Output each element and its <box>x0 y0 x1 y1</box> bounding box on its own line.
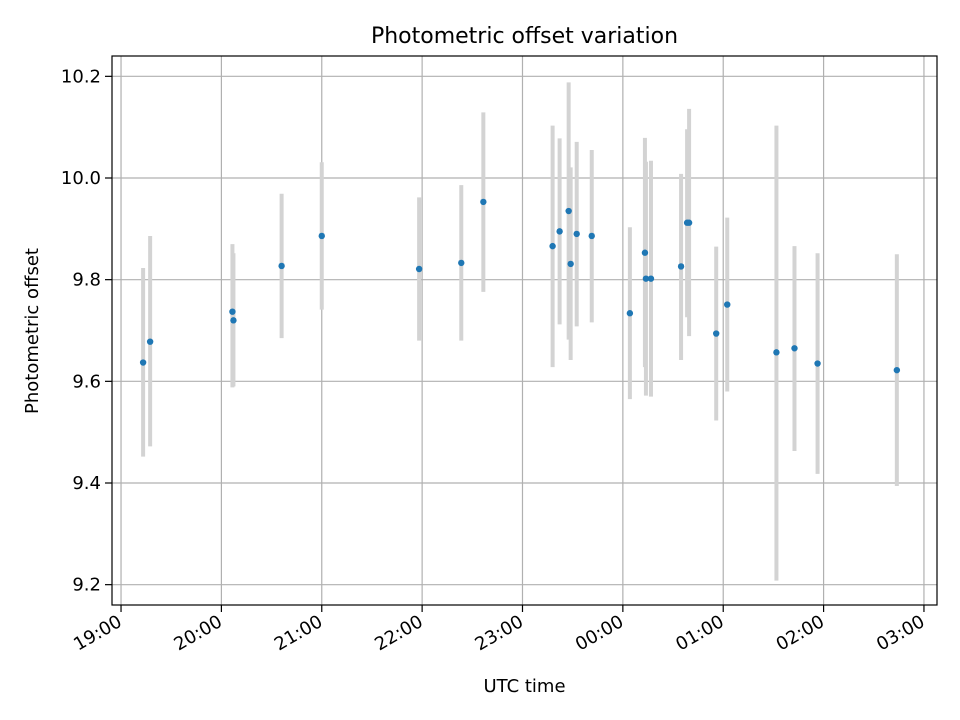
x-tick-label: 20:00 <box>170 611 225 655</box>
x-tick-label: 19:00 <box>70 611 125 655</box>
x-tick-label: 03:00 <box>873 611 928 655</box>
x-tick-label: 02:00 <box>773 611 828 655</box>
x-tick-label: 22:00 <box>371 611 426 655</box>
data-point <box>139 359 147 366</box>
grid <box>112 56 937 605</box>
data-points <box>139 198 901 374</box>
x-tick-label: 01:00 <box>672 611 727 655</box>
data-point <box>685 219 693 226</box>
data-point <box>318 232 325 240</box>
data-point <box>565 207 572 215</box>
x-tick-label: 21:00 <box>271 611 326 655</box>
x-tick-label: 23:00 <box>472 611 527 655</box>
data-point <box>556 228 563 235</box>
y-tick-label: 9.8 <box>72 270 101 291</box>
data-point <box>773 349 780 356</box>
y-tick-label: 9.6 <box>72 371 101 392</box>
data-point <box>229 308 236 315</box>
data-point <box>641 249 649 256</box>
plot-frame <box>111 55 938 606</box>
data-point <box>814 360 821 367</box>
y-tick-label: 9.2 <box>72 575 101 596</box>
y-tick-label: 9.4 <box>72 473 101 494</box>
x-axis: 19:00 20:00 21:00 22:00 23:00 00:00 01:00 02:00… <box>70 605 928 655</box>
data-point <box>278 262 285 270</box>
data-point <box>642 275 650 282</box>
error-bars <box>141 82 899 581</box>
data-point <box>230 317 237 324</box>
data-point <box>458 259 465 267</box>
data-point <box>480 198 487 206</box>
chart-title: Photometric offset variation <box>371 24 678 49</box>
data-point <box>677 263 685 270</box>
data-point <box>588 232 595 240</box>
data-point <box>724 301 731 308</box>
y-axis: 9.2 9.4 9.6 9.8 10.0 10.2 <box>61 66 112 596</box>
data-point <box>573 230 580 238</box>
y-tick-label: 10.2 <box>61 66 101 87</box>
data-point <box>791 345 798 352</box>
data-point <box>893 366 901 374</box>
data-point <box>712 330 720 337</box>
y-axis-label: Photometric offset <box>22 248 43 414</box>
data-point <box>626 310 634 317</box>
data-point <box>415 265 423 273</box>
data-point <box>146 338 154 345</box>
x-axis-label: UTC time <box>483 676 565 697</box>
data-point <box>567 260 574 268</box>
x-tick-label: 00:00 <box>572 611 627 655</box>
data-point <box>549 242 556 250</box>
data-point <box>647 275 655 282</box>
y-tick-label: 10.0 <box>61 168 101 189</box>
